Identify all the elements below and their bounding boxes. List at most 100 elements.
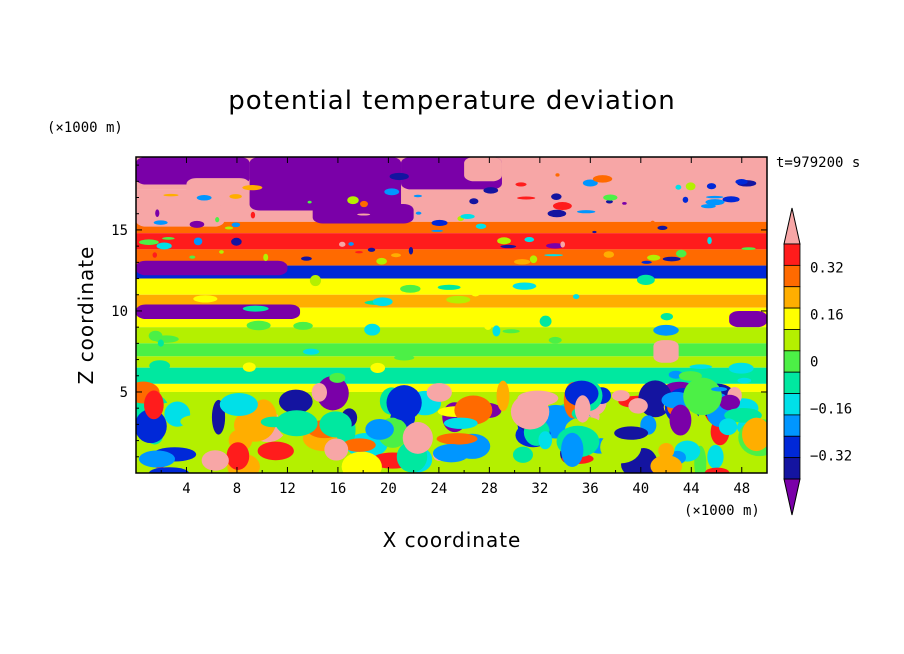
field-speckle [641,260,652,264]
field-speckle [389,172,409,181]
field-speckle [519,202,539,206]
turbulence-blob [683,377,722,416]
colorbar-swatch [783,457,801,480]
field-speckle [675,184,682,190]
turbulence-blob [611,390,630,402]
field-band [136,265,767,279]
field-speckle [592,175,613,183]
field-speckle [246,320,271,331]
field-speckle [705,199,725,206]
field-speckle [700,204,716,209]
field-speckle [360,200,368,208]
turbulence-blob [454,395,493,425]
field-speckle [263,253,269,262]
field-patch [136,203,225,227]
turbulence-blob [278,389,313,414]
field-speckle [189,220,205,228]
field-speckle [231,237,242,246]
turbulence-blob [658,442,675,459]
turbulence-blob [341,451,382,473]
colorbar-label: 0 [810,355,818,371]
turbulence-blob [136,409,167,444]
x-tick-label: 48 [733,481,750,497]
x-ticks: 4 8 12 16 20 24 28 32 36 40 44 48 [160,157,768,497]
field-speckle [157,339,164,347]
field-speckle [302,348,320,355]
field-speckle [675,249,687,258]
field-speckle [391,253,401,258]
plot-field [136,157,767,473]
field-band [136,233,767,250]
x-tick-label: 20 [380,481,397,497]
field-speckle [285,331,307,341]
turbulence-blob [512,446,533,463]
turbulence-blob [719,394,741,411]
field-speckle [707,236,712,245]
field-speckle [193,237,203,246]
field-speckle [552,202,572,211]
field-speckle [242,185,263,191]
field-speckle [153,335,179,343]
field-speckle [515,182,527,187]
turbulence-blob [742,417,767,452]
field-speckle [384,188,400,196]
field-speckle [357,213,371,216]
field-speckle [685,182,696,191]
field-speckle [514,259,531,265]
field-speckle [329,372,346,383]
colorbar-swatch [783,329,801,352]
colorbar-swatch [783,435,801,459]
field-speckle [372,297,393,307]
x-tick-label: 32 [531,481,548,497]
field-speckle [622,201,627,205]
colorbar-swatch [783,414,801,437]
field-speckle [461,372,481,377]
colorbar-label: −0.32 [810,449,852,465]
field-speckle [480,357,495,367]
field-speckle [408,247,414,255]
field-speckle [446,295,471,304]
y-tick-label: 5 [120,385,128,401]
field-speckle [469,198,479,205]
turbulence-blob [561,432,584,467]
field-speckle [155,209,160,218]
field-speckle [364,323,381,336]
field-speckle [492,325,501,337]
turbulence-blob [432,444,470,463]
field-speckle [539,315,552,327]
field-band [136,343,767,357]
field-speckle [678,371,702,381]
turbulence-blob [718,418,738,436]
field-speckle [309,275,322,287]
field-speckle [250,211,256,219]
turbulence-blob [704,467,730,473]
colorbar-label: −0.16 [810,402,852,418]
x-tick-label: 40 [632,481,649,497]
field-speckle [547,209,567,218]
y-ticks: 5 10 15 [111,164,767,458]
field-speckle [193,295,218,303]
turbulence-blob [226,442,250,470]
turbulence-blob [324,438,349,461]
field-patch [729,310,767,328]
timestamp-label: t=979200 s [776,155,861,171]
turbulence-blob [650,455,683,473]
field-speckle [650,220,656,227]
field-patch [136,304,301,320]
field-speckle [483,187,499,194]
turbulence-blob [426,383,452,402]
field-speckle [689,364,712,369]
colorbar: 0.32 0.16 0 −0.16 −0.32 [783,207,852,516]
field-speckle [347,196,359,205]
field-speckle [437,284,461,290]
field-speckle [711,386,728,392]
turbulence-blob [219,392,258,417]
field-speckle [367,247,376,252]
colorbar-swatch [783,286,801,309]
y-units-label: (×1000 m) [47,120,123,136]
field-speckle [603,194,618,201]
x-tick-label: 28 [481,481,498,497]
turbulence-blob [343,438,376,452]
field-speckle [548,336,562,344]
